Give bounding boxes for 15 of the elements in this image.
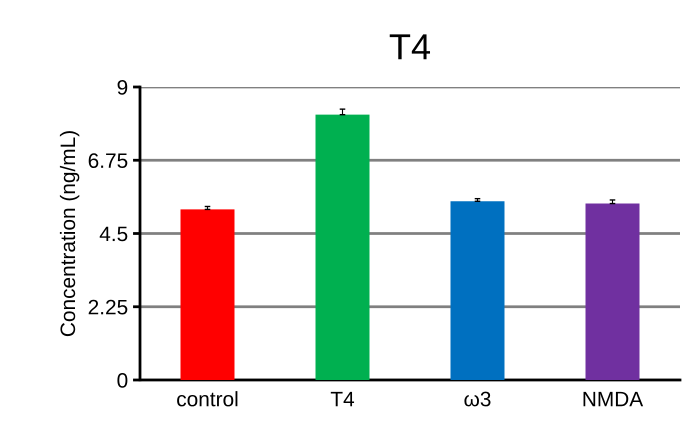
bar	[180, 209, 234, 380]
bar	[586, 204, 640, 380]
x-tick-label: ω3	[464, 392, 491, 406]
chart-title: T4	[390, 34, 430, 60]
y-tick-label: 4.5	[100, 226, 128, 242]
x-tick-label: T4	[330, 392, 354, 406]
x-tick-label: control	[177, 391, 238, 406]
y-tick-label: 0	[117, 373, 128, 388]
y-tick-label: 9	[118, 80, 128, 95]
y-tick-label: 2.25	[88, 300, 128, 315]
y-tick-label: 6.75	[88, 153, 128, 168]
bar	[450, 201, 504, 380]
x-tick-label: NMDA	[584, 392, 644, 406]
y-axis-title: Concentration (ng/mL)	[60, 131, 80, 336]
bar	[316, 114, 370, 380]
